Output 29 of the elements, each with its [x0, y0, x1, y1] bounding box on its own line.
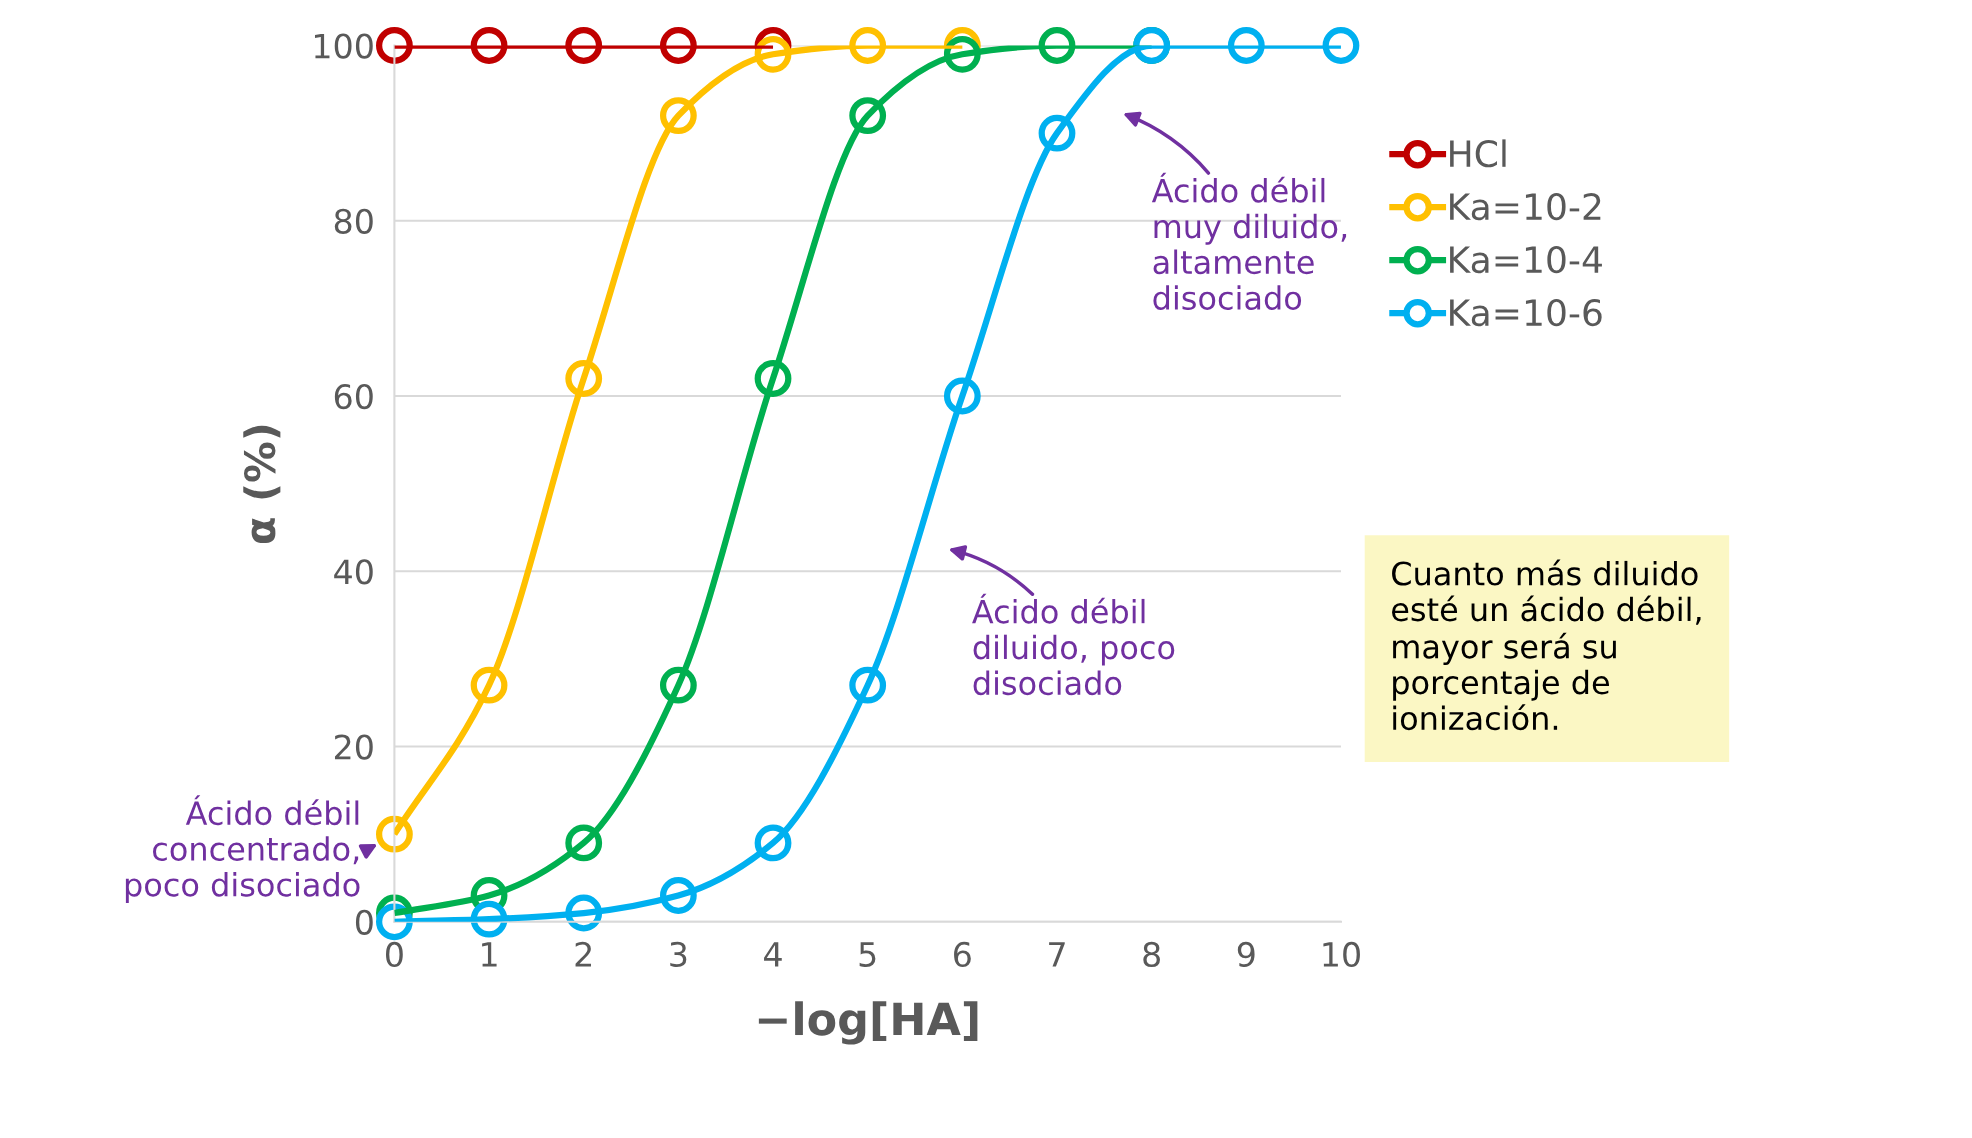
y-tick-label: 20 — [334, 734, 373, 760]
x-tick-label: 6 — [954, 941, 971, 968]
y-tick-label: 40 — [334, 559, 373, 585]
x-tick-label: 7 — [1049, 942, 1065, 967]
y-axis-title: α (%) — [243, 425, 281, 544]
y-tick-label: 80 — [334, 208, 373, 234]
x-tick-label: 0 — [385, 941, 403, 968]
annotation: Ácido débil muy diluido, altamente disociado — [1151, 172, 1347, 310]
point — [375, 27, 413, 64]
legend-label: Ka=10-6 — [1450, 299, 1602, 327]
x-tick-label: 2 — [575, 941, 591, 967]
text: Cuanto más diluido esté un ácido débil, mayor será su porcentaje de ionización. — [1392, 559, 1701, 731]
x-tick-label: 10 — [1323, 941, 1360, 968]
y-tick-label: 0 — [355, 909, 373, 935]
legend-label: Ka=10-2 — [1450, 193, 1601, 221]
x-axis-title: −log[HA] — [758, 1001, 978, 1045]
legend-label: HCl — [1450, 139, 1506, 168]
x-tick-label: 3 — [670, 941, 687, 968]
x-tick-label: 9 — [1237, 941, 1255, 968]
x-tick-label: 8 — [1143, 941, 1160, 968]
annotation: Ácido débil diluido, poco disociado — [972, 593, 1175, 696]
y-tick-label: 100 — [314, 33, 373, 59]
point — [1322, 27, 1360, 64]
legend-label: Ka=10-4 — [1450, 246, 1602, 274]
y-tick-label: 60 — [334, 383, 373, 410]
annotation: Ácido débil concentrado, poco disociado — [125, 795, 360, 903]
x-tick-label: 4 — [764, 942, 782, 967]
x-tick-label: 5 — [859, 942, 876, 968]
x-tick-label: 1 — [482, 942, 497, 967]
